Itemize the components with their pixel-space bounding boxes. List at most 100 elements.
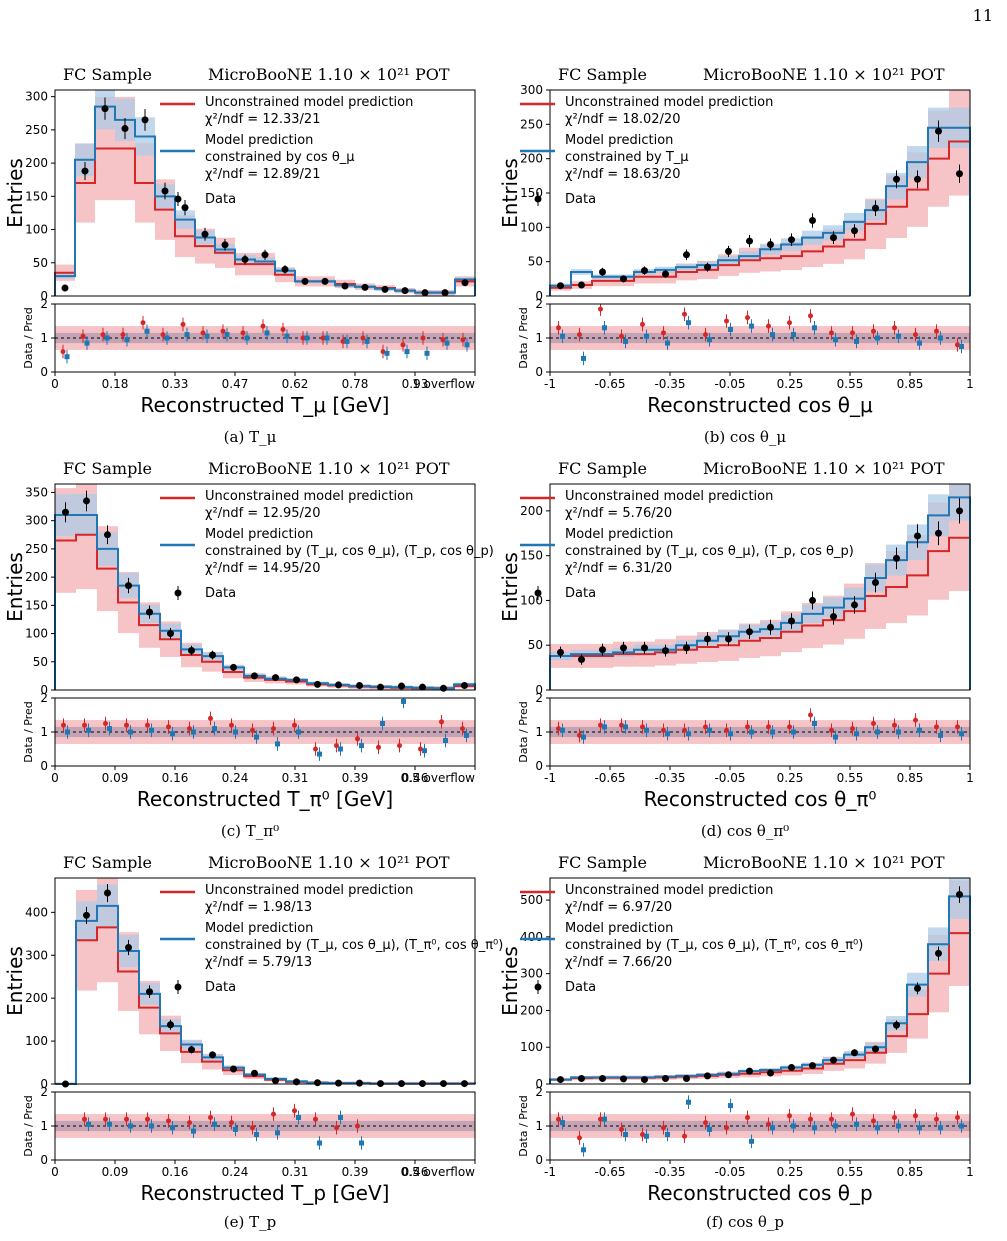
- data-point: [662, 647, 669, 655]
- ratio-constrained-point: [749, 729, 754, 735]
- ratio-constrained-band: [55, 1120, 76, 1132]
- ratio-constrained-band: [550, 1120, 571, 1132]
- y-tick-label: 200: [25, 991, 48, 1005]
- ratio-unconstrained-point: [240, 330, 246, 336]
- ratio-constrained-point: [264, 330, 270, 336]
- y-tick-label: 300: [25, 948, 48, 962]
- ratio-constrained-point: [224, 332, 230, 338]
- legend-unconstrained-chi2: χ²/ndf = 6.97/20: [565, 900, 672, 915]
- y-tick-label: 200: [520, 504, 543, 518]
- y-tick-label: 200: [25, 570, 48, 584]
- y-tick-label: 300: [520, 83, 543, 97]
- data-point: [230, 1065, 237, 1073]
- data-point: [241, 255, 249, 263]
- data-point: [83, 497, 90, 505]
- ratio-constrained-point: [623, 724, 628, 730]
- chart-f: FC Sample MicroBooNE 1.10 × 10²¹ POT 0 100 2…: [498, 853, 974, 1205]
- ratio-constrained-point: [64, 354, 70, 360]
- ratio-constrained-band: [718, 1120, 739, 1132]
- ratio-constrained-band: [55, 332, 75, 344]
- ratio-unconstrained-point: [355, 1123, 360, 1129]
- ratio-unconstrained-point: [418, 746, 423, 752]
- legend-constrained-label: Model prediction: [565, 133, 673, 148]
- ratio-unconstrained-point: [420, 335, 426, 341]
- ratio-unconstrained-point: [808, 712, 813, 718]
- ratio-constrained-point: [791, 332, 796, 338]
- ratio-constrained-point: [128, 729, 133, 735]
- ratio-unconstrained-point: [892, 722, 897, 728]
- data-point: [557, 282, 564, 290]
- data-point: [851, 601, 858, 609]
- ratio-unconstrained-point: [850, 1111, 855, 1117]
- ratio-y-tick-label: 0: [40, 365, 48, 379]
- y-tick-label: 0: [535, 289, 543, 303]
- y-axis-label: Entries: [498, 158, 522, 228]
- ratio-unconstrained-point: [913, 1113, 918, 1119]
- data-point: [161, 187, 169, 195]
- ratio-constrained-point: [184, 332, 190, 338]
- ratio-constrained-point: [812, 1125, 817, 1131]
- ratio-constrained-band: [928, 726, 949, 738]
- ratio-constrained-point: [464, 732, 469, 738]
- header-sample-label: FC Sample: [63, 459, 152, 478]
- ratio-constrained-point: [833, 734, 838, 740]
- data-point: [620, 275, 627, 283]
- x-tick-label: 0.33: [162, 377, 189, 391]
- ratio-constrained-point: [359, 1140, 364, 1146]
- data-point: [788, 617, 795, 625]
- chart-b: FC Sample MicroBooNE 1.10 × 10²¹ POT05010…: [498, 65, 974, 417]
- x-tick-label: 0.24: [222, 771, 249, 785]
- ratio-unconstrained-point: [724, 727, 729, 733]
- legend-unconstrained-label: Unconstrained model prediction: [565, 489, 773, 504]
- ratio-constrained-point: [791, 1123, 796, 1129]
- data-point: [441, 289, 449, 297]
- x-axis-label: Reconstructed cos θ_π⁰: [644, 787, 877, 811]
- ratio-unconstrained-point: [787, 1113, 792, 1119]
- ratio-unconstrained-point: [913, 717, 918, 723]
- y-tick-label: 0: [40, 683, 48, 697]
- ratio-constrained-point: [170, 731, 175, 737]
- ratio-unconstrained-point: [682, 727, 687, 733]
- x-tick-label: -0.35: [654, 771, 685, 785]
- ratio-unconstrained-point: [376, 744, 381, 750]
- ratio-unconstrained-point: [380, 349, 386, 355]
- data-point: [851, 1049, 858, 1057]
- chart-a: FC Sample MicroBooNE 1.10 × 10²¹ POT05010…: [3, 65, 476, 417]
- x-tick-label: 0.18: [102, 377, 129, 391]
- ratio-y-tick-label: 2: [40, 691, 48, 705]
- ratio-constrained-point: [284, 333, 290, 339]
- ratio-unconstrained-point: [577, 1135, 582, 1141]
- ratio-constrained-point: [707, 1126, 712, 1132]
- x-tick-label: -0.65: [594, 377, 625, 391]
- data-point: [809, 596, 816, 604]
- legend-constrained-chi2: χ²/ndf = 7.66/20: [565, 955, 672, 970]
- header-sample-label: FC Sample: [558, 459, 647, 478]
- ratio-y-axis-label: Data / Pred: [22, 307, 35, 368]
- data-point: [121, 125, 129, 133]
- x-tick-label: 0: [51, 1165, 59, 1179]
- data-point: [314, 1079, 321, 1087]
- data-point: [935, 949, 942, 957]
- x-axis-label: Reconstructed T_p [GeV]: [141, 1181, 390, 1205]
- y-tick-label: 50: [33, 655, 48, 669]
- ratio-constrained-point: [149, 1123, 154, 1129]
- legend-constrained-label: Model prediction: [565, 527, 673, 542]
- ratio-constrained-point: [364, 338, 370, 344]
- ratio-constrained-band: [718, 332, 739, 344]
- data-point: [914, 532, 921, 540]
- ratio-constrained-band: [676, 1120, 697, 1132]
- ratio-unconstrained-point: [292, 1108, 297, 1114]
- ratio-unconstrained-point: [460, 726, 465, 732]
- ratio-constrained-point: [770, 1125, 775, 1131]
- constrained-prediction-line: [549, 895, 971, 1084]
- ratio-unconstrained-point: [892, 1115, 897, 1120]
- ratio-unconstrained-point: [619, 1126, 624, 1132]
- data-point: [461, 681, 468, 689]
- constrained-prediction-line: [54, 105, 476, 296]
- ratio-unconstrained-point: [360, 335, 366, 341]
- ratio-constrained-point: [107, 726, 112, 732]
- data-point: [935, 127, 942, 135]
- y-tick-label: 250: [25, 123, 48, 137]
- ratio-constrained-point: [581, 1147, 586, 1153]
- data-point: [830, 1056, 837, 1064]
